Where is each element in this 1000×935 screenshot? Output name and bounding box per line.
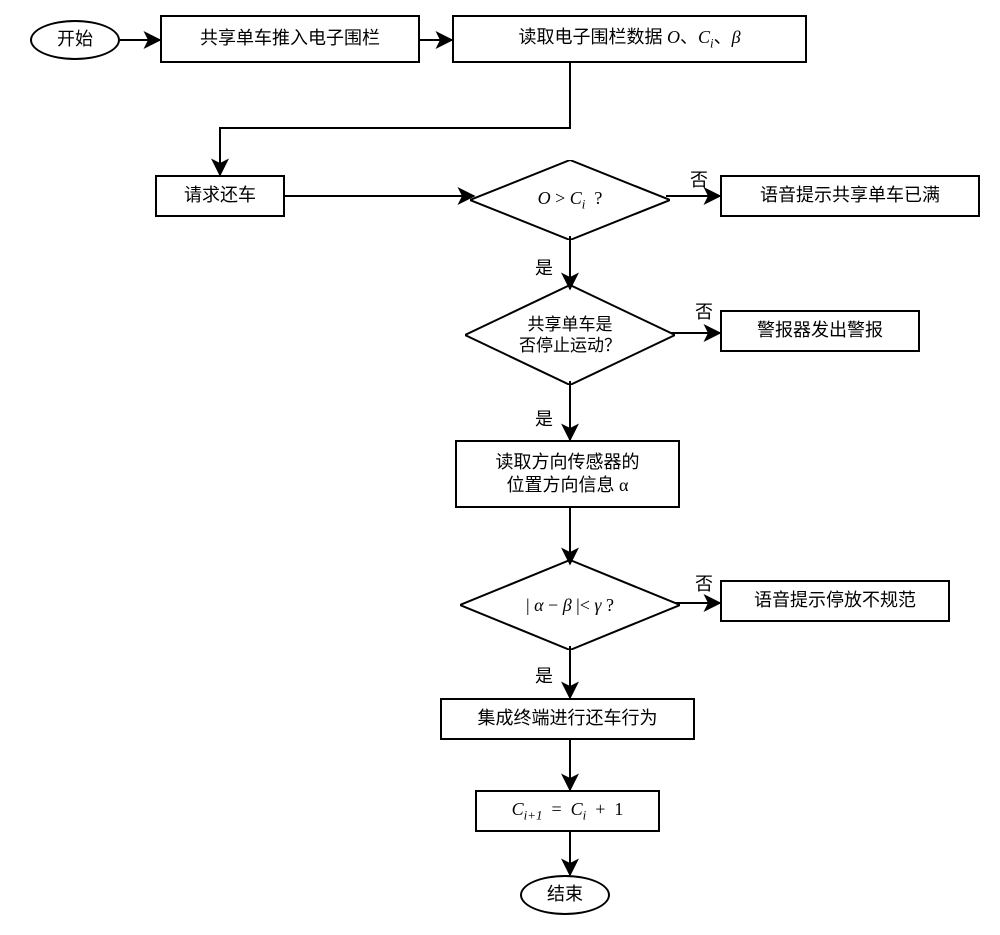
d1-no-label: 否 <box>690 166 708 192</box>
alarm-label: 警报器发出警报 <box>757 319 883 342</box>
decision1-label: O > Ci ? <box>538 187 603 213</box>
decision-compare-O-Ci: O > Ci ? <box>470 160 670 240</box>
voice-invalid-process: 语音提示停放不规范 <box>720 580 950 622</box>
decision3-label: | α − β |< γ ? <box>526 594 614 617</box>
request-return-process: 请求还车 <box>155 175 285 217</box>
d2-no-label: 否 <box>695 298 713 324</box>
start-label: 开始 <box>57 28 93 51</box>
request-return-label: 请求还车 <box>184 184 256 207</box>
read-fence-process: 读取电子围栏数据 O、Ci、β <box>452 15 807 63</box>
d3-no-label: 否 <box>695 570 713 596</box>
end-terminal: 结束 <box>520 875 610 915</box>
voice-full-label: 语音提示共享单车已满 <box>760 184 940 207</box>
read-fence-label: 读取电子围栏数据 O、Ci、β <box>518 26 740 52</box>
decision2-label: 共享单车是否停止运动？ <box>519 314 621 357</box>
read-direction-label: 读取方向传感器的 位置方向信息 α <box>496 451 640 498</box>
push-fence-process: 共享单车推入电子围栏 <box>160 15 420 63</box>
d1-yes-label: 是 <box>535 254 553 280</box>
voice-full-process: 语音提示共享单车已满 <box>720 175 980 217</box>
d2-yes-label: 是 <box>535 405 553 431</box>
start-terminal: 开始 <box>30 20 120 60</box>
decision-bike-stopped: 共享单车是否停止运动？ <box>465 285 675 385</box>
voice-invalid-label: 语音提示停放不规范 <box>754 589 916 612</box>
read-direction-process: 读取方向传感器的 位置方向信息 α <box>455 440 680 508</box>
push-fence-label: 共享单车推入电子围栏 <box>200 27 380 50</box>
do-return-label: 集成终端进行还车行为 <box>478 707 658 730</box>
increment-process: Ci+1 = Ci + 1 <box>475 790 660 832</box>
increment-label: Ci+1 = Ci + 1 <box>512 798 624 824</box>
alarm-process: 警报器发出警报 <box>720 310 920 352</box>
d3-yes-label: 是 <box>535 662 553 688</box>
do-return-process: 集成终端进行还车行为 <box>440 698 695 740</box>
edge-readFence-d1_via <box>220 63 570 175</box>
decision-angle-diff: | α − β |< γ ? <box>460 560 680 650</box>
end-label: 结束 <box>547 883 583 906</box>
